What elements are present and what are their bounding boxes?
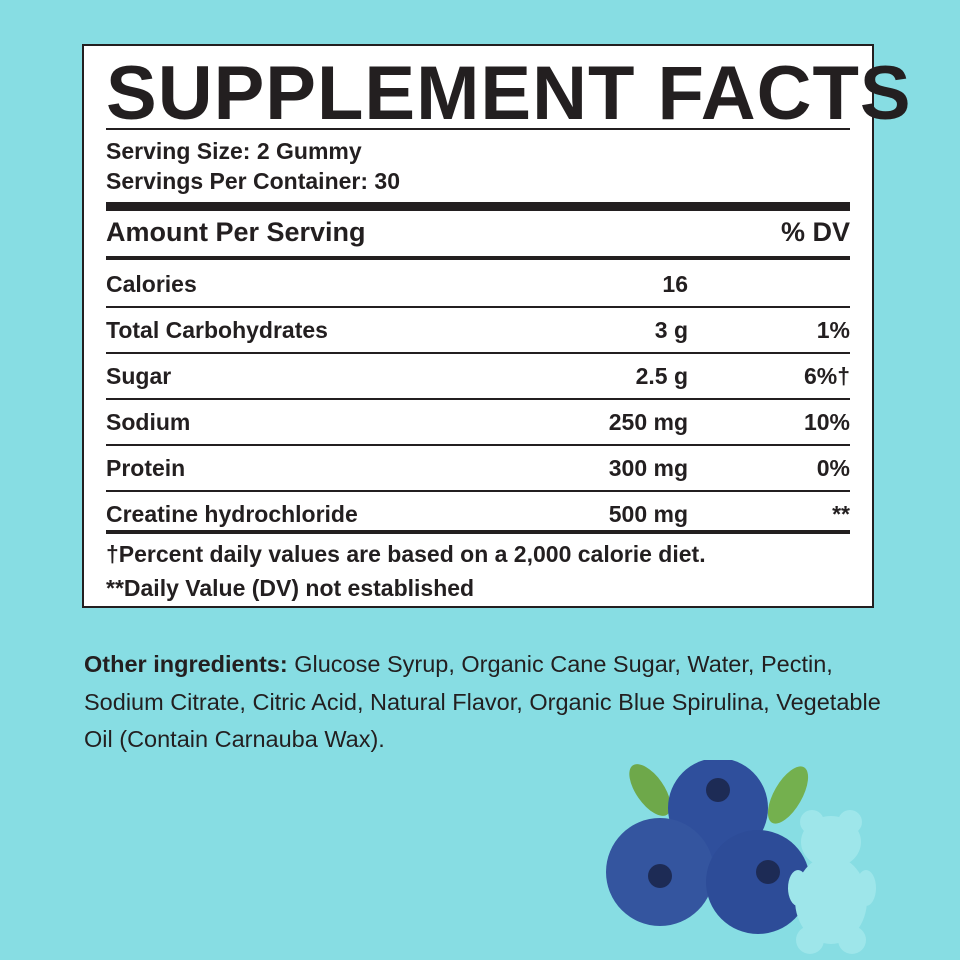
ingredients-label: Other ingredients: xyxy=(84,651,288,677)
nutrient-name: Creatine hydrochloride xyxy=(106,501,358,527)
nutrient-amount: 300 mg xyxy=(608,455,688,481)
row-rule xyxy=(106,444,850,446)
nutrient-dv: ** xyxy=(832,501,850,527)
nutrient-amount: 16 xyxy=(662,271,688,297)
leaf xyxy=(629,764,671,816)
nutrient-name: Sodium xyxy=(106,409,191,435)
blueberry-crown xyxy=(706,778,730,802)
title: SUPPLEMENT FACTS xyxy=(106,51,912,136)
nutrient-dv: 10% xyxy=(803,409,850,435)
leaf xyxy=(767,766,809,824)
row-rule xyxy=(106,352,850,354)
nutrient-name: Sugar xyxy=(106,363,172,389)
medium-rule xyxy=(106,256,850,260)
nutrient-dv: 1% xyxy=(816,317,850,343)
blueberry-crown xyxy=(648,864,672,888)
thick-rule xyxy=(106,202,850,211)
nutrient-dv: 6%† xyxy=(803,363,850,389)
nutrient-amount: 3 g xyxy=(654,317,688,343)
dv-header: % DV xyxy=(780,217,850,247)
nutrient-amount: 2.5 g xyxy=(635,363,688,389)
nutrient-dv: 0% xyxy=(816,455,850,481)
other-ingredients: Other ingredients: Glucose Syrup, Organi… xyxy=(84,646,884,759)
servings-per-container: Servings Per Container: 30 xyxy=(106,168,400,194)
ingredients-text: Glucose Syrup, Organic Cane Sugar, Water… xyxy=(84,651,881,752)
row-rule xyxy=(106,306,850,308)
blueberry-crown xyxy=(756,860,780,884)
blueberry xyxy=(706,830,810,934)
nutrient-amount: 250 mg xyxy=(608,409,688,435)
supplement-facts-panel: SUPPLEMENT FACTS Serving Size: 2 Gummy S… xyxy=(82,44,911,608)
illustration xyxy=(606,760,876,954)
medium-rule xyxy=(106,530,850,534)
amount-header: Amount Per Serving xyxy=(106,217,366,247)
rule xyxy=(106,128,850,130)
nutrient-name: Total Carbohydrates xyxy=(106,317,328,343)
row-rule xyxy=(106,398,850,400)
footnote: †Percent daily values are based on a 2,0… xyxy=(106,541,706,567)
serving-size: Serving Size: 2 Gummy xyxy=(106,138,362,164)
footnote: **Daily Value (DV) not established xyxy=(106,575,475,601)
nutrient-name: Protein xyxy=(106,455,186,481)
row-rule xyxy=(106,490,850,492)
gummy-bear xyxy=(788,810,876,954)
nutrient-amount: 500 mg xyxy=(608,501,688,527)
nutrient-name: Calories xyxy=(106,271,197,297)
